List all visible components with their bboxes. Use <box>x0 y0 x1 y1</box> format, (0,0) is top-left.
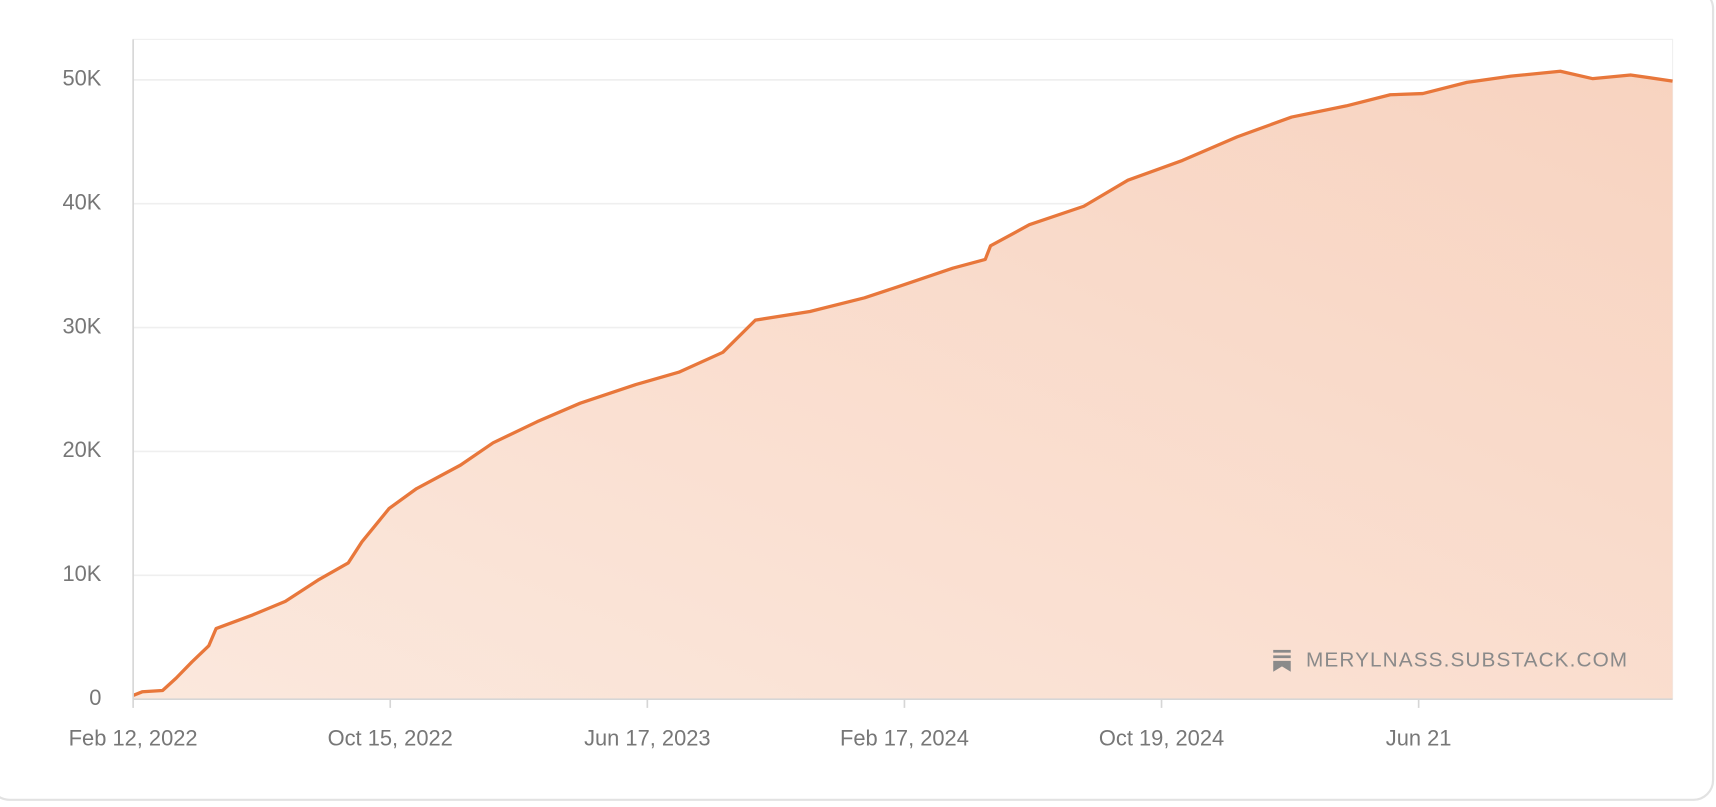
y-tick-label: 10K <box>62 561 101 586</box>
x-tick-label: Jun 21 <box>1386 725 1452 750</box>
area <box>133 71 1673 700</box>
y-tick-label: 30K <box>62 313 101 338</box>
watermark: MERYLNASS.SUBSTACK.COM <box>1306 648 1628 671</box>
x-tick-label: Feb 12, 2022 <box>69 725 198 750</box>
x-tick-label: Oct 19, 2024 <box>1099 725 1224 750</box>
line <box>132 69 1673 697</box>
x-tick-label: Feb 17, 2024 <box>840 725 969 750</box>
plot: 0 10K 20K 30K 40K 50K Feb 12, 2022 Oct 15, 2022… <box>62 38 1674 750</box>
y-tick-label: 50K <box>62 66 101 91</box>
x-tick-label: Jun 17, 2023 <box>584 725 711 750</box>
y-tick-label: 0 <box>89 685 101 710</box>
y-tick-label: 40K <box>62 190 101 215</box>
x-tick-label: Oct 15, 2022 <box>328 725 453 750</box>
y-tick-label: 20K <box>62 437 101 462</box>
